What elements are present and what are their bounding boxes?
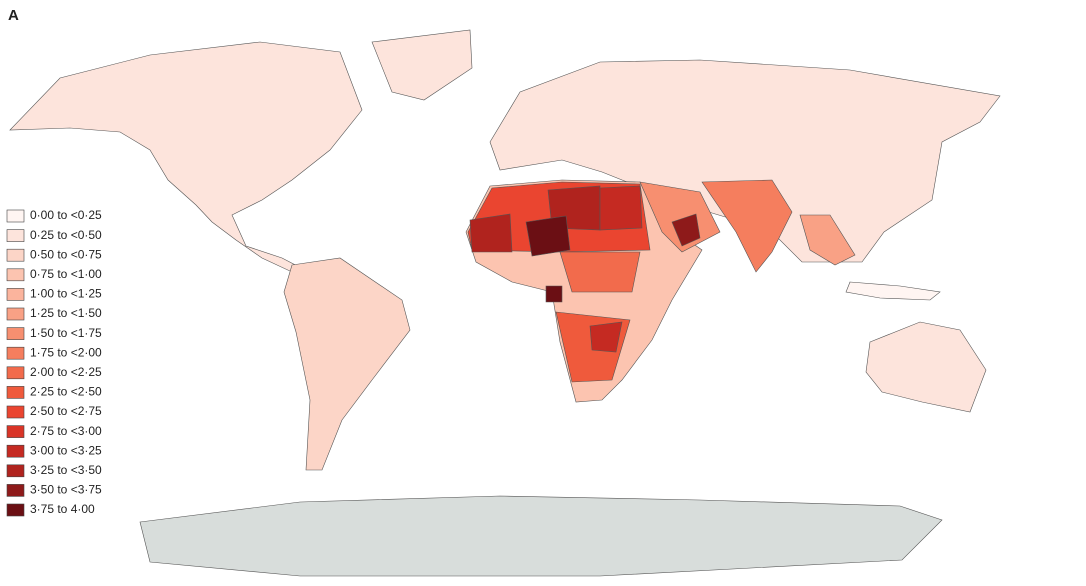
- legend-label: 3·25 to <3·50: [30, 463, 102, 477]
- north-america: [9, 41, 363, 273]
- greenland: [371, 29, 473, 101]
- legend-swatch: [6, 464, 25, 478]
- legend-swatch: [6, 425, 25, 438]
- central-africa: [559, 251, 641, 293]
- mali-region: [469, 213, 513, 253]
- legend-label: 0·00 to <0·25: [30, 208, 102, 222]
- oman-region: [671, 213, 701, 247]
- southeast-asia: [799, 214, 856, 266]
- legend-swatch: [6, 444, 25, 458]
- antarctica: [139, 495, 943, 577]
- legend-label: 3·75 to 4·00: [30, 502, 95, 516]
- legend-swatch: [6, 327, 25, 340]
- world-map: [9, 29, 1001, 577]
- legend-label: 1·75 to <2·00: [30, 345, 102, 359]
- southeast-asia-islands: [845, 281, 941, 301]
- eurasia: [489, 59, 1001, 263]
- legend-swatch: [6, 366, 25, 380]
- legend-swatch: [6, 268, 25, 282]
- legend-swatch: [6, 229, 25, 242]
- legend-swatch: [6, 484, 25, 497]
- legend-label: 1·50 to <1·75: [30, 326, 102, 340]
- legend-label: 2·00 to <2·25: [30, 365, 102, 379]
- middle-east: [639, 181, 721, 253]
- legend-label: 0·50 to <0·75: [30, 247, 102, 261]
- legend-swatch: [6, 503, 25, 517]
- legend-label: 2·75 to <3·00: [30, 424, 102, 438]
- legend-swatch: [6, 248, 25, 262]
- legend-label: 1·00 to <1·25: [30, 287, 102, 301]
- india: [701, 179, 793, 273]
- legend-label: 2·25 to <2·50: [30, 385, 102, 399]
- egypt-region: [599, 185, 643, 231]
- niger-region: [525, 215, 571, 257]
- australia: [865, 321, 987, 413]
- zambia-region: [589, 321, 623, 353]
- legend-swatch: [6, 288, 25, 301]
- legend-swatch: [6, 209, 25, 223]
- gabon-region: [545, 285, 563, 303]
- south-america: [283, 257, 411, 471]
- legend-label: 1·25 to <1·50: [30, 306, 102, 320]
- legend-label: 0·25 to <0·50: [30, 228, 102, 242]
- panel-label: A: [8, 7, 19, 24]
- legend-swatch: [6, 386, 25, 399]
- legend-label: 0·75 to <1·00: [30, 267, 102, 281]
- legend-label: 3·50 to <3·75: [30, 483, 102, 497]
- legend-label: 3·00 to <3·25: [30, 443, 102, 457]
- legend-swatch: [6, 346, 25, 360]
- legend-label: 2·50 to <2·75: [30, 404, 102, 418]
- legend: 0·00 to <0·25 0·25 to <0·50 0·50 to <0·75 0…: [6, 208, 102, 517]
- legend-swatch: [6, 405, 25, 419]
- legend-swatch: [6, 307, 25, 321]
